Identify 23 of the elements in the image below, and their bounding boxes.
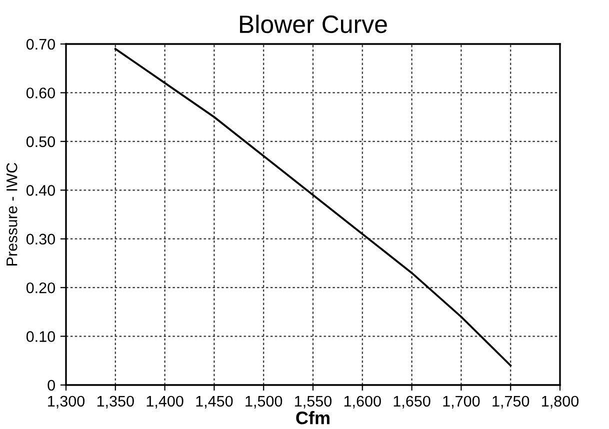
line-series xyxy=(114,48,512,366)
x-tick-label: 1,750 xyxy=(492,396,530,408)
x-tick-label: 1,700 xyxy=(443,396,480,408)
x-tick-label: 1,350 xyxy=(97,396,134,408)
y-tick-label: 0.50 xyxy=(26,136,55,148)
y-tick-label: 0.40 xyxy=(26,185,55,196)
x-tick-label: 1,500 xyxy=(246,396,282,408)
x-axis-title: Cfm xyxy=(296,411,330,424)
x-tick-label: 1,300 xyxy=(48,396,85,408)
y-tick-label: 0.60 xyxy=(26,88,55,98)
x-tick-label: 1,600 xyxy=(344,396,381,408)
x-tick-label: 1,450 xyxy=(196,396,233,408)
x-tick-label: 1,650 xyxy=(394,396,430,408)
y-tick-label: 0.70 xyxy=(26,38,55,50)
y-axis-title: Pressure - IWC xyxy=(6,162,18,266)
y-tick-label: 0.30 xyxy=(26,234,55,245)
x-tick-label: 1,550 xyxy=(295,396,332,408)
x-tick-label: 1,800 xyxy=(542,396,579,408)
y-tick-label: 0.10 xyxy=(26,331,55,342)
y-tick-label: 0 xyxy=(48,380,55,391)
chart-title: Blower Curve xyxy=(240,14,387,34)
x-tick-label: 1,400 xyxy=(146,396,184,408)
y-tick-label: 0.20 xyxy=(26,282,55,294)
